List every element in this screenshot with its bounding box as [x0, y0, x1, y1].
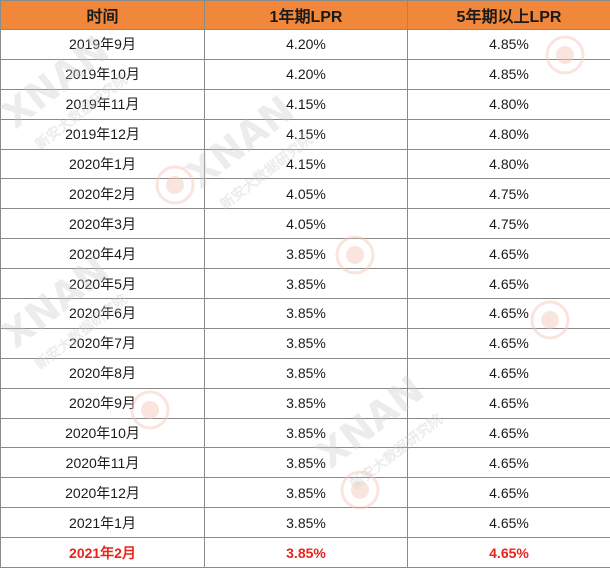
- cell-5y-lpr: 4.85%: [408, 59, 610, 89]
- cell-time: 2020年5月: [1, 269, 205, 299]
- cell-1y-lpr: 4.20%: [205, 30, 408, 60]
- cell-time: 2019年10月: [1, 59, 205, 89]
- cell-time: 2019年12月: [1, 119, 205, 149]
- cell-1y-lpr: 3.85%: [205, 299, 408, 329]
- cell-5y-lpr: 4.65%: [408, 388, 610, 418]
- cell-1y-lpr: 3.85%: [205, 358, 408, 388]
- header-time: 时间: [1, 1, 205, 30]
- cell-5y-lpr: 4.80%: [408, 89, 610, 119]
- cell-time: 2020年7月: [1, 328, 205, 358]
- cell-5y-lpr: 4.65%: [408, 508, 610, 538]
- cell-5y-lpr: 4.75%: [408, 209, 610, 239]
- cell-time: 2020年2月: [1, 179, 205, 209]
- cell-5y-lpr: 4.65%: [408, 448, 610, 478]
- cell-time: 2019年9月: [1, 30, 205, 60]
- cell-time: 2021年2月: [1, 538, 205, 568]
- cell-1y-lpr: 4.20%: [205, 59, 408, 89]
- cell-1y-lpr: 4.05%: [205, 209, 408, 239]
- header-1y-lpr: 1年期LPR: [205, 1, 408, 30]
- cell-time: 2020年6月: [1, 299, 205, 329]
- cell-time: 2021年1月: [1, 508, 205, 538]
- cell-1y-lpr: 4.15%: [205, 119, 408, 149]
- header-5y-lpr: 5年期以上LPR: [408, 1, 610, 30]
- cell-time: 2020年4月: [1, 239, 205, 269]
- cell-time: 2020年11月: [1, 448, 205, 478]
- cell-time: 2020年9月: [1, 388, 205, 418]
- cell-5y-lpr: 4.65%: [408, 358, 610, 388]
- cell-time: 2020年1月: [1, 149, 205, 179]
- cell-5y-lpr: 4.80%: [408, 119, 610, 149]
- cell-time: 2020年3月: [1, 209, 205, 239]
- cell-1y-lpr: 3.85%: [205, 508, 408, 538]
- cell-1y-lpr: 3.85%: [205, 388, 408, 418]
- cell-1y-lpr: 3.85%: [205, 418, 408, 448]
- cell-1y-lpr: 4.05%: [205, 179, 408, 209]
- cell-5y-lpr: 4.65%: [408, 269, 610, 299]
- table-header-row: 时间 1年期LPR 5年期以上LPR: [1, 1, 610, 30]
- cell-time: 2020年10月: [1, 418, 205, 448]
- cell-5y-lpr: 4.65%: [408, 299, 610, 329]
- cell-time: 2020年8月: [1, 358, 205, 388]
- cell-5y-lpr: 4.75%: [408, 179, 610, 209]
- cell-1y-lpr: 3.85%: [205, 239, 408, 269]
- cell-5y-lpr: 4.65%: [408, 538, 610, 568]
- cell-5y-lpr: 4.65%: [408, 239, 610, 269]
- cell-1y-lpr: 3.85%: [205, 538, 408, 568]
- cell-1y-lpr: 3.85%: [205, 269, 408, 299]
- cell-1y-lpr: 3.85%: [205, 448, 408, 478]
- cell-1y-lpr: 3.85%: [205, 328, 408, 358]
- cell-5y-lpr: 4.65%: [408, 418, 610, 448]
- cell-1y-lpr: 3.85%: [205, 478, 408, 508]
- cell-5y-lpr: 4.65%: [408, 478, 610, 508]
- cell-1y-lpr: 4.15%: [205, 89, 408, 119]
- cell-time: 2019年11月: [1, 89, 205, 119]
- cell-time: 2020年12月: [1, 478, 205, 508]
- cell-5y-lpr: 4.85%: [408, 30, 610, 60]
- cell-5y-lpr: 4.80%: [408, 149, 610, 179]
- cell-1y-lpr: 4.15%: [205, 149, 408, 179]
- cell-5y-lpr: 4.65%: [408, 328, 610, 358]
